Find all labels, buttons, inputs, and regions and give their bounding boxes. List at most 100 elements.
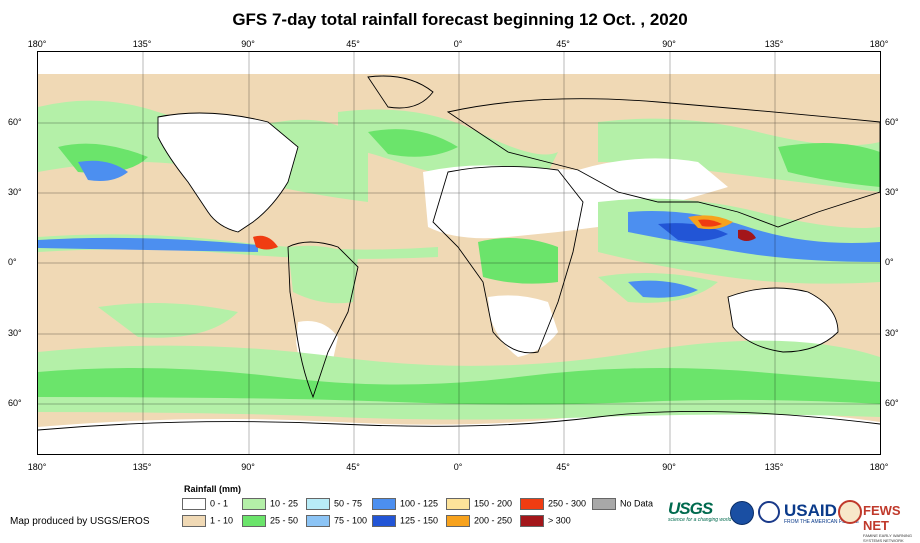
usgs-logo: USGS science for a changing world (668, 499, 731, 523)
legend-swatch (592, 498, 616, 510)
lon-label-bottom: 90° (662, 462, 676, 472)
legend-item: 10 - 25 (242, 498, 299, 510)
agency-logos: USGS science for a changing world USAID … (666, 497, 916, 543)
south-indian-heavy (628, 280, 698, 298)
legend-label: 200 - 250 (474, 515, 513, 526)
lon-label-bottom: 0° (453, 462, 463, 472)
legend-item: > 300 (520, 515, 571, 527)
australia-dry (728, 288, 838, 352)
legend-item: 0 - 1 (182, 498, 229, 510)
rainfall-map-svg (38, 52, 880, 454)
rainfall-legend: Rainfall (mm) 0 - 1 1 - 10 10 - 25 25 - … (180, 484, 654, 534)
lon-label-bottom: 180° (869, 462, 889, 472)
legend-label: 0 - 1 (210, 498, 229, 509)
legend-label: 100 - 125 (400, 498, 439, 509)
legend-label: 150 - 200 (474, 498, 513, 509)
lon-label-top: 180° (869, 39, 889, 49)
legend-label: 125 - 150 (400, 515, 439, 526)
legend-title: Rainfall (mm) (184, 484, 242, 494)
lon-label-top: 45° (346, 39, 360, 49)
lat-label-right: 60° (885, 398, 899, 408)
legend-swatch (446, 498, 470, 510)
lon-label-top: 0° (453, 39, 463, 49)
legend-label: 1 - 10 (210, 515, 234, 526)
coastline-south-america (287, 241, 359, 399)
legend-item: 25 - 50 (242, 515, 299, 527)
lat-label-left: 60° (8, 398, 22, 408)
coastline-antarctica (38, 410, 880, 431)
usaid-seal-icon (758, 501, 780, 523)
legend-swatch (306, 498, 330, 510)
coastline-eurasia (446, 98, 880, 228)
lat-label-left: 30° (8, 328, 22, 338)
legend-label: 250 - 300 (548, 498, 587, 509)
nw-pacific-heavy-rain (778, 143, 880, 187)
n-pacific-very-heavy-rain (78, 160, 128, 181)
legend-item: No Data (592, 498, 654, 510)
fews-net-tagline: FAMINE EARLY WARNING SYSTEMS NETWORK (863, 533, 913, 543)
graticule (38, 52, 880, 454)
usaid-tagline: FROM THE AMERICAN PEOPLE (784, 519, 859, 525)
itcz-pacific-heavy (38, 237, 258, 252)
legend-swatch (242, 515, 266, 527)
coastlines (38, 75, 880, 431)
lon-label-bottom: 135° (764, 462, 784, 472)
coastline-australia (727, 287, 839, 353)
lat-label-right: 30° (885, 187, 899, 197)
usaid-logo: USAID FROM THE AMERICAN PEOPLE (784, 501, 859, 525)
lon-label-top: 45° (556, 39, 570, 49)
fews-net-logo-text: FEWS NET (863, 503, 901, 533)
legend-item: 50 - 75 (306, 498, 363, 510)
lon-label-bottom: 90° (241, 462, 255, 472)
legend-label: > 300 (548, 515, 571, 526)
legend-item: 250 - 300 (520, 498, 587, 510)
lat-label-left: 30° (8, 187, 22, 197)
amazon-rain (288, 245, 358, 304)
lon-label-bottom: 45° (556, 462, 570, 472)
legend-item: 125 - 150 (372, 515, 439, 527)
usaid-logo-text: USAID (784, 501, 837, 520)
lon-label-bottom: 45° (346, 462, 360, 472)
legend-swatch (306, 515, 330, 527)
coastline-africa (432, 165, 584, 354)
coastline-greenland (367, 75, 434, 109)
central-america-extreme (253, 235, 278, 250)
legend-label: 25 - 50 (270, 515, 299, 526)
north-america-dry (158, 113, 298, 232)
coastline-north-america (157, 112, 299, 233)
legend-label: 10 - 25 (270, 498, 299, 509)
lon-label-bottom: 180° (27, 462, 47, 472)
legend-label: No Data (620, 498, 654, 509)
southern-africa-dry (488, 295, 558, 357)
central-africa-rain (478, 238, 558, 284)
se-asia-extreme-core (698, 219, 722, 227)
lon-label-top: 135° (764, 39, 784, 49)
lon-label-top: 180° (27, 39, 47, 49)
legend-label: 50 - 75 (334, 498, 363, 509)
sahara-asia-dry (423, 158, 728, 239)
legend-label: 75 - 100 (334, 515, 368, 526)
lat-label-right: 30° (885, 328, 899, 338)
legend-item: 150 - 200 (446, 498, 513, 510)
legend-swatch (182, 498, 206, 510)
fews-globe-icon (838, 500, 862, 524)
map-credit: Map produced by USGS/EROS (10, 516, 150, 527)
n-atlantic-heavy-rain (368, 129, 458, 157)
lat-label-left: 60° (8, 117, 22, 127)
fews-net-logo: FEWS NET FAMINE EARLY WARNING SYSTEMS NE… (863, 503, 916, 543)
legend-swatch (446, 515, 470, 527)
lon-label-bottom: 135° (132, 462, 152, 472)
legend-item: 200 - 250 (446, 515, 513, 527)
lon-label-top: 90° (241, 39, 255, 49)
usgs-logo-text: USGS (668, 499, 713, 518)
lat-label-right: 60° (885, 117, 899, 127)
legend-swatch (242, 498, 266, 510)
lat-label-left: 0° (8, 257, 17, 267)
indonesia-extreme-core (738, 229, 756, 241)
legend-item: 100 - 125 (372, 498, 439, 510)
map-title: GFS 7-day total rainfall forecast beginn… (232, 10, 688, 29)
legend-swatch (520, 498, 544, 510)
usgs-tagline: science for a changing world (668, 517, 732, 523)
rainfall-map (37, 51, 881, 455)
lon-label-top: 90° (662, 39, 676, 49)
